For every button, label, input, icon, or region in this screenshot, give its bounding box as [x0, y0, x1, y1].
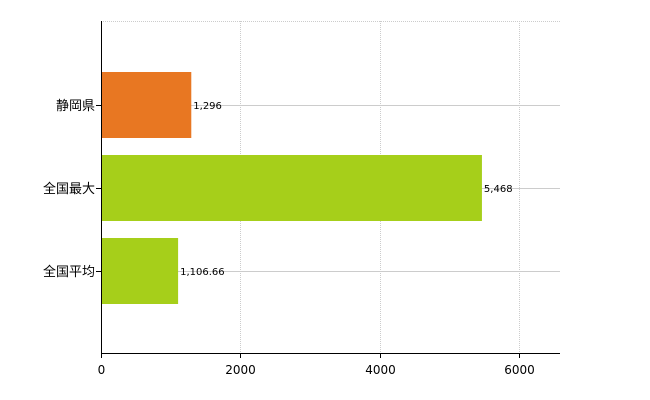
- data-label-2: 1,106.66: [180, 267, 225, 278]
- x-tick-label-2: 4000: [365, 363, 396, 377]
- data-label-1: 5,468: [484, 184, 513, 195]
- x-tick-label-1: 2000: [225, 363, 256, 377]
- bar-1: [102, 155, 482, 221]
- bar-2: [102, 238, 179, 304]
- category-label-2: 全国平均: [43, 264, 95, 280]
- axes: [96, 21, 560, 358]
- data-label-0: 1,296: [193, 101, 222, 112]
- category-label-0: 静岡県: [56, 99, 95, 114]
- bar-0: [102, 72, 192, 138]
- category-label-1: 全国最大: [43, 181, 95, 197]
- bars: [102, 72, 482, 304]
- x-tick-label-3: 6000: [504, 363, 535, 377]
- x-tick-label-0: 0: [98, 363, 106, 377]
